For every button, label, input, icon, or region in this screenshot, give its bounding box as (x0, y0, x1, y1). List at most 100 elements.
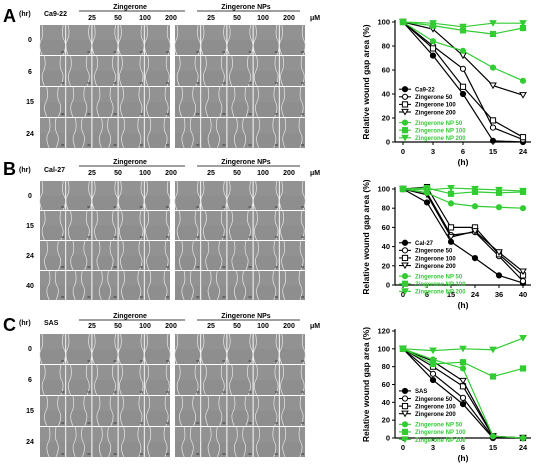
wound-edge-line (207, 117, 212, 149)
micrograph-shade (201, 334, 227, 349)
micrograph-tile (279, 56, 305, 86)
micrograph-tile (118, 334, 144, 364)
panel-b-time-24: 24 (26, 253, 34, 260)
wound-edge-line (72, 426, 77, 458)
micrograph-tile (227, 211, 253, 240)
micrograph-shade (66, 87, 92, 102)
micrograph-tile (66, 25, 92, 55)
panel-b-dose-100: 100 (139, 170, 151, 177)
wound-edge-line (98, 426, 103, 458)
x-tick-label: 6 (461, 147, 465, 156)
wound-edge-line (179, 86, 183, 118)
panel-b-np-dose-50: 50 (233, 170, 241, 177)
micrograph-shade (118, 334, 144, 349)
micrograph-shade (144, 118, 170, 133)
micrograph-tile (40, 87, 66, 117)
data-point (401, 288, 409, 295)
wound-edge-line (57, 86, 62, 118)
wound-edge-line (164, 86, 169, 118)
wound-edge-line (54, 426, 59, 458)
wound-edge-line (274, 364, 279, 396)
micrograph-shade (201, 365, 227, 380)
wound-edge-line (96, 395, 101, 427)
micrograph-shade (227, 396, 253, 411)
wound-edge-line (138, 395, 143, 427)
wound-edge-line (233, 426, 238, 458)
wound-edge-line (114, 180, 119, 211)
micrograph-tile (40, 365, 66, 395)
y-tick-label: 20 (382, 114, 390, 123)
micrograph-shade (253, 181, 279, 196)
wound-edge-line (140, 24, 145, 56)
data-point (401, 403, 409, 410)
chart-c: 0 20 40 60 80 100 120 0 3 6 15 24 (h) Relative wound … (361, 327, 531, 463)
data-point (519, 187, 527, 195)
micrograph-shade (253, 271, 279, 286)
panel-b-image-grid (39, 180, 306, 301)
data-point (519, 278, 527, 285)
micrograph-shade (253, 56, 279, 71)
micrograph-shade (92, 25, 118, 40)
data-point (459, 365, 467, 372)
wound-edge-line (81, 270, 85, 301)
wound-edge-line (197, 333, 201, 365)
y-tick-label: 80 (382, 42, 390, 51)
micrograph-tile (175, 118, 201, 148)
wound-edge-line (275, 24, 280, 56)
wound-edge-line (67, 210, 72, 241)
data-point (423, 186, 431, 194)
micrograph-tile (253, 87, 279, 117)
micrograph-shade (118, 241, 144, 256)
micrograph-tile (175, 334, 201, 364)
micrograph-tile (201, 334, 227, 364)
micrograph-shade (253, 25, 279, 40)
wound-edge-line (189, 270, 194, 301)
chart-b: 0 20 40 60 80 100 0 6 15 24 36 40 (h) Relative wound … (361, 179, 531, 310)
wound-edge-line (301, 24, 306, 56)
wound-edge-line (83, 86, 88, 118)
wound-edge-line (83, 240, 88, 271)
wound-edge-line (145, 55, 150, 87)
wound-edge-line (281, 86, 286, 118)
micrograph-shade (118, 87, 144, 102)
data-point (429, 360, 437, 368)
wound-edge-line (165, 55, 170, 87)
panel-c-time-15: 15 (26, 408, 34, 415)
micrograph-tile (144, 396, 170, 426)
micrograph-shade (175, 427, 201, 442)
wound-edge-line (146, 395, 151, 427)
micrograph-shade (92, 181, 118, 196)
micrograph-tile (201, 241, 227, 270)
data-point (471, 255, 479, 262)
wound-edge-line (39, 180, 44, 211)
panel-c-unit: μM (310, 323, 320, 330)
wound-edge-line (139, 210, 144, 241)
micrograph-tile (144, 87, 170, 117)
micrograph-tile (227, 118, 253, 148)
wound-edge-line (298, 117, 303, 149)
micrograph-shade (144, 56, 170, 71)
x-tick-label: 0 (401, 147, 405, 156)
data-point (399, 345, 407, 353)
micrograph-tile (118, 241, 144, 270)
wound-edge-line (279, 333, 283, 365)
micrograph-tile (175, 365, 201, 395)
wound-edge-line (59, 364, 64, 396)
wound-edge-line (65, 333, 70, 365)
wound-edge-line (62, 24, 66, 56)
data-point (459, 90, 467, 98)
panel-b-cell-line: Cal-27 (44, 167, 65, 174)
x-tick-label: 40 (519, 290, 527, 299)
wound-edge-line (94, 55, 98, 87)
micrograph-shade (279, 365, 305, 380)
legend-entry: Zingerone 50 (415, 95, 453, 101)
micrograph-tile (227, 334, 253, 364)
wound-edge-line (299, 86, 304, 118)
panel-b-letter: B (3, 159, 16, 179)
micrograph-shade (118, 56, 144, 71)
micrograph-tile (279, 87, 305, 117)
x-tick-label: 24 (519, 443, 528, 452)
micrograph-shade (227, 365, 253, 380)
micrograph-tile (253, 334, 279, 364)
micrograph-tile (66, 396, 92, 426)
